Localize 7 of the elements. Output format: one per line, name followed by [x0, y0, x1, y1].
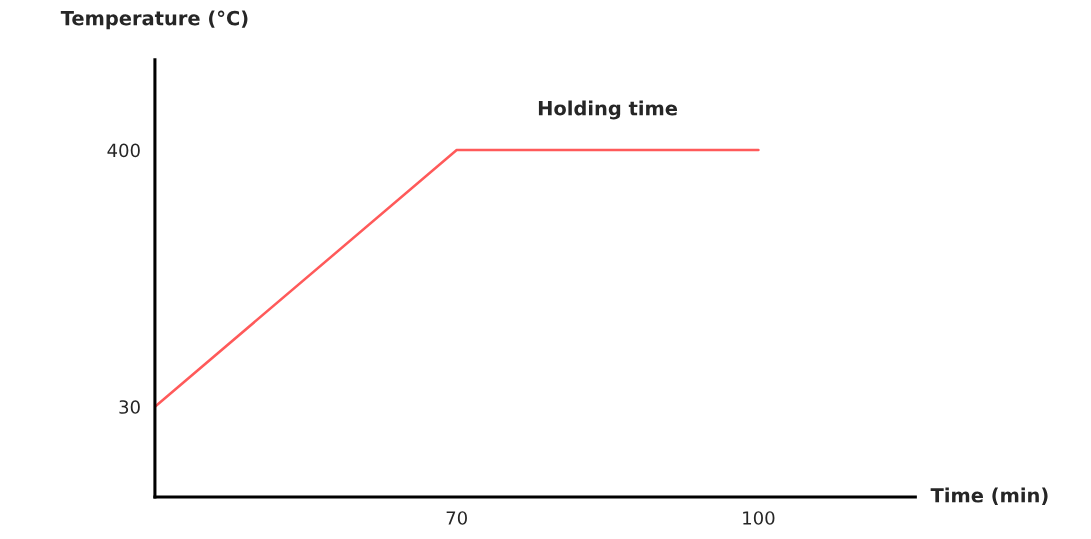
- x-tick-label: 100: [743, 511, 775, 525]
- y-axis-title: Temperature (°C): [60, 10, 248, 30]
- x-tick-label: 70: [446, 511, 467, 525]
- y-tick-label: 400: [107, 143, 140, 158]
- annotation: Holding time: [538, 100, 678, 120]
- y-tick-label: 30: [119, 400, 140, 414]
- x-axis-title: Time (min): [930, 487, 1048, 505]
